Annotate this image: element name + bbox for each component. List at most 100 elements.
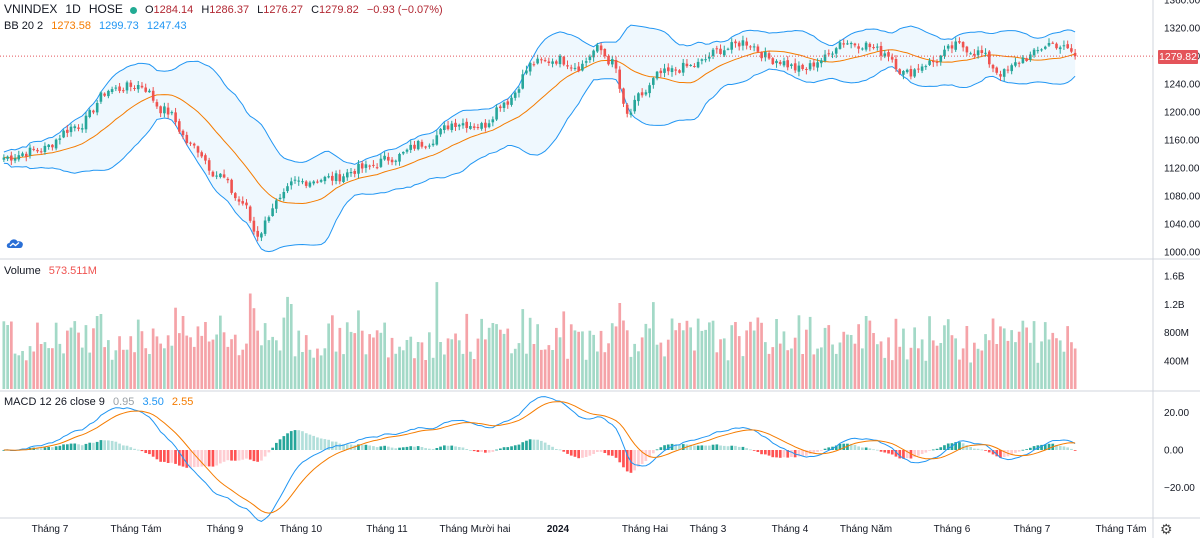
volume-bar [1017,331,1021,389]
volume-bar [670,318,674,389]
candle [588,54,592,63]
candle [506,99,510,109]
candle [920,63,924,74]
macd-hist-bar [151,450,155,457]
candle [924,64,928,70]
candle [323,175,327,185]
volume-bar [577,331,580,389]
symbol-name[interactable]: VNINDEX [4,2,58,16]
macd-hist-bar [394,448,398,450]
candle [502,101,506,112]
candle-body [614,60,618,69]
interval[interactable]: 1D [65,2,81,16]
candle-body [890,57,894,60]
volume-bar [905,359,909,389]
candle [838,39,842,50]
bb-lower-line[interactable] [3,66,1076,253]
candle-body [398,154,401,162]
candle [416,139,420,151]
volume-bar [513,348,517,389]
volume-pane[interactable] [2,282,1077,389]
macd-hist-bar [219,450,222,464]
candle-body [737,42,741,47]
price-pane[interactable] [0,24,1153,253]
tradingview-cloud-icon[interactable] [5,236,25,250]
macd-pane[interactable] [2,396,1077,522]
macd-hist-bar [596,450,599,452]
macd-line[interactable] [3,396,1076,522]
volume-bar [118,336,121,389]
time-tick-label: Tháng Tám [1096,524,1147,535]
macd-hist-bar [267,450,271,453]
volume-bar [289,304,293,389]
candle-body [43,145,47,152]
macd-hist-bar [640,450,644,464]
volume-bar [663,356,666,389]
volume-tick-label: 400M [1164,356,1189,367]
volume-legend[interactable]: Volume 573.511M [4,265,102,277]
macd-hist-bar [722,445,726,450]
candle [625,103,629,118]
candle-body [133,88,136,89]
macd-hist-bar [592,450,595,454]
price-tick-label: 1040.00 [1164,220,1200,231]
volume-bar [1055,338,1058,389]
market-status-icon [129,6,137,14]
macd-legend[interactable]: MACD 12 26 close 9 0.95 3.50 2.55 [4,396,198,408]
candle [308,180,312,189]
candle [234,191,237,201]
candle [745,37,748,50]
candle [125,80,129,94]
candle [1010,63,1013,75]
volume-bar [28,346,32,389]
volume-bar [480,318,483,389]
macd-hist-bar [278,439,282,450]
volume-bar [629,356,633,389]
candle-body [80,128,84,130]
macd-hist-bar [876,449,879,451]
macd-hist-bar [935,448,939,450]
macd-hist-bar [965,445,969,450]
bb-legend[interactable]: BB 20 2 1273.58 1299.73 1247.43 [4,20,192,32]
macd-hist-bar [681,444,685,450]
candle-body [342,176,345,182]
candle-body [644,92,648,95]
candle-body [170,112,174,114]
macd-hist-bar [506,447,510,450]
candle-body [861,48,864,50]
candle [327,173,330,179]
candle-body [1066,44,1069,49]
bb-upper-line[interactable] [3,24,1076,165]
candle [681,58,685,76]
macd-signal-line[interactable] [3,401,1076,514]
macd-hist-bar [547,444,551,450]
candle-body [234,193,237,199]
macd-hist-bar [883,450,887,453]
volume-bar [752,330,756,389]
volume-bar [644,323,648,389]
candle [252,216,256,235]
candle [950,41,954,54]
candle [887,49,890,62]
gear-icon[interactable]: ⚙ [1160,521,1173,537]
volume-bar [890,360,894,389]
candle [898,68,901,76]
macd-hist-bar [517,444,521,450]
candle [17,150,21,162]
macd-hist-bar [999,450,1002,458]
volume-bar [1062,351,1066,389]
candle-body [484,122,487,128]
candle [521,69,524,90]
candle-body [222,174,226,178]
candle [1032,48,1036,58]
candle-body [282,192,286,199]
bb-basis-line[interactable] [3,49,1076,205]
candle [469,122,472,130]
candle [110,86,114,95]
candle-body [439,128,442,135]
candle-body [678,70,681,73]
change-value: −0.93 (−0.07%) [366,4,443,16]
volume-bar [976,348,980,389]
volume-bar [107,340,110,389]
